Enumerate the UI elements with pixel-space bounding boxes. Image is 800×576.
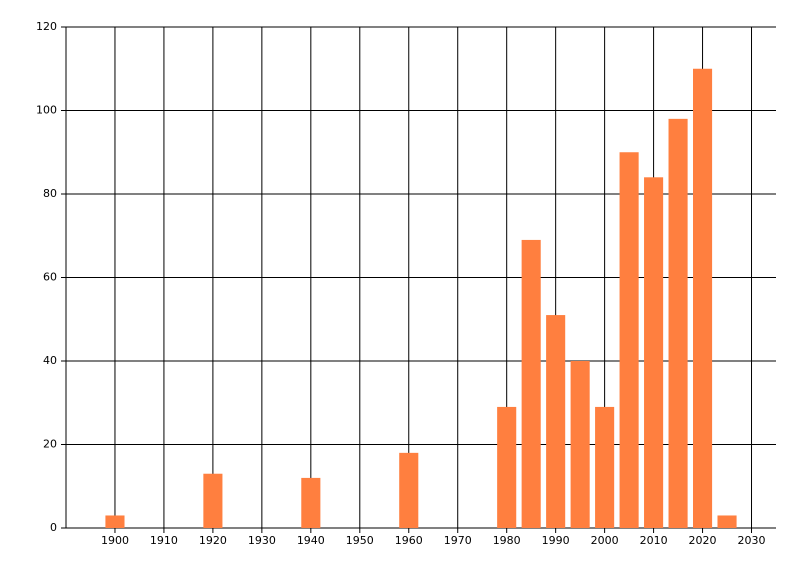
y-tick-label: 60: [43, 271, 57, 284]
y-tick-label: 100: [36, 104, 57, 117]
x-tick-label: 1910: [150, 534, 178, 547]
bar: [301, 477, 321, 528]
bar: [595, 406, 615, 528]
bar: [497, 406, 517, 528]
x-tick-label: 1940: [297, 534, 325, 547]
x-tick-label: 1950: [346, 534, 374, 547]
x-tick-label: 1970: [444, 534, 472, 547]
y-tick-label: 20: [43, 438, 57, 451]
bar: [717, 515, 737, 528]
bar: [399, 452, 419, 528]
bar: [619, 152, 639, 528]
bar: [546, 315, 566, 528]
x-tick-label: 2010: [640, 534, 668, 547]
bar: [105, 515, 125, 528]
x-tick-label: 1900: [101, 534, 129, 547]
x-tick-label: 2020: [689, 534, 717, 547]
bar: [668, 118, 688, 528]
x-tick-label: 2030: [738, 534, 766, 547]
bar: [203, 473, 223, 528]
x-tick-label: 1930: [248, 534, 276, 547]
bar: [644, 177, 664, 529]
bar: [693, 68, 713, 528]
bar: [521, 239, 541, 529]
x-tick-label: 1980: [493, 534, 521, 547]
bar: [570, 361, 590, 528]
x-tick-label: 1990: [542, 534, 570, 547]
x-tick-label: 1960: [395, 534, 423, 547]
y-tick-label: 40: [43, 354, 57, 367]
y-tick-label: 120: [36, 20, 57, 33]
x-tick-label: 2000: [591, 534, 619, 547]
y-tick-label: 80: [43, 187, 57, 200]
x-tick-label: 1920: [199, 534, 227, 547]
y-tick-label: 0: [50, 521, 57, 534]
